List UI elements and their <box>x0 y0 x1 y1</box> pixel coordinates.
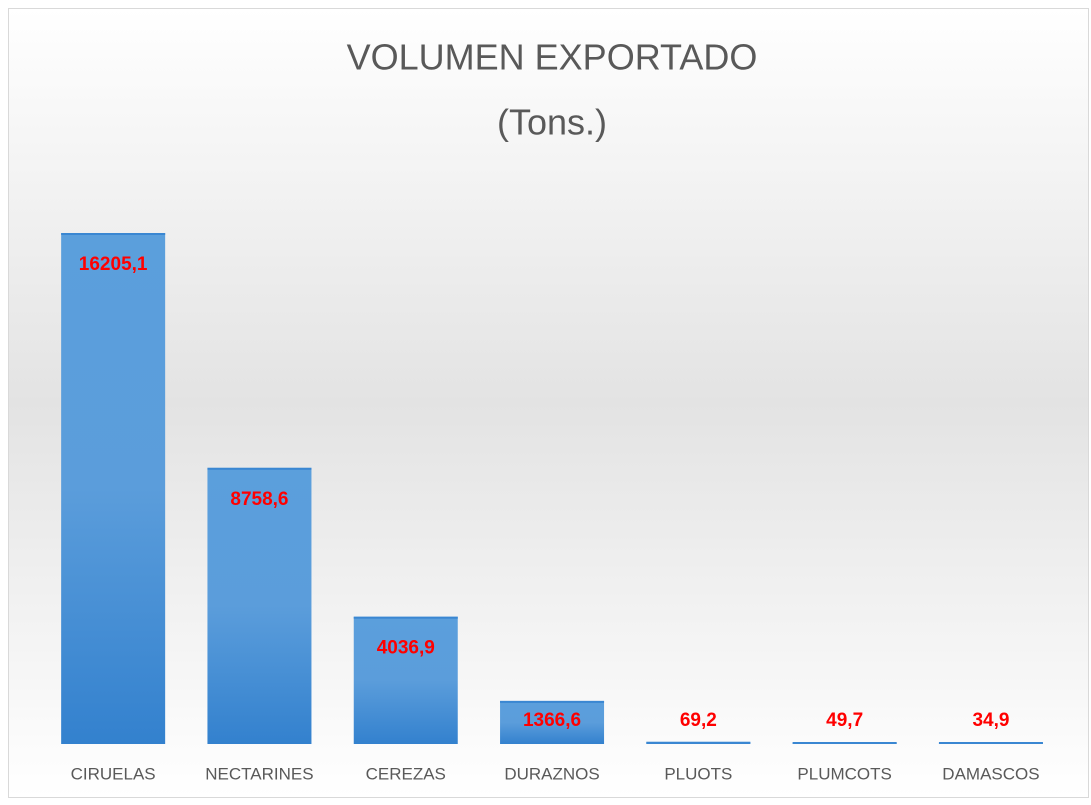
value-label: 49,7 <box>826 710 863 731</box>
x-tick-label: CIRUELAS <box>71 764 156 783</box>
value-label: 8758,6 <box>230 489 288 510</box>
bar-edge <box>61 233 166 235</box>
bar <box>61 233 166 744</box>
x-tick-label: NECTARINES <box>205 764 313 783</box>
value-label: 16205,1 <box>79 254 148 275</box>
value-label: 69,2 <box>680 710 717 731</box>
x-tick-label: DURAZNOS <box>504 764 599 783</box>
bar-edge <box>938 742 1043 744</box>
bar-edge <box>500 700 605 703</box>
bar-edge <box>353 616 458 619</box>
x-tick-label: CEREZAS <box>366 764 446 783</box>
x-tick-label: PLUOTS <box>664 764 732 783</box>
chart-title: VOLUMEN EXPORTADO <box>347 37 758 78</box>
x-tick-label: PLUMCOTS <box>797 764 891 783</box>
value-label: 34,9 <box>972 710 1009 731</box>
bar <box>207 467 312 744</box>
bar-edge <box>646 741 751 744</box>
value-label: 1366,6 <box>523 710 581 731</box>
value-label: 4036,9 <box>377 638 435 659</box>
bar <box>353 616 458 744</box>
bar <box>500 700 605 744</box>
chart-frame <box>8 8 1089 798</box>
chart-subtitle: (Tons.) <box>497 102 607 143</box>
bar-edge <box>207 467 312 470</box>
x-tick-label: DAMASCOS <box>942 764 1039 783</box>
bar-edge <box>792 742 897 744</box>
